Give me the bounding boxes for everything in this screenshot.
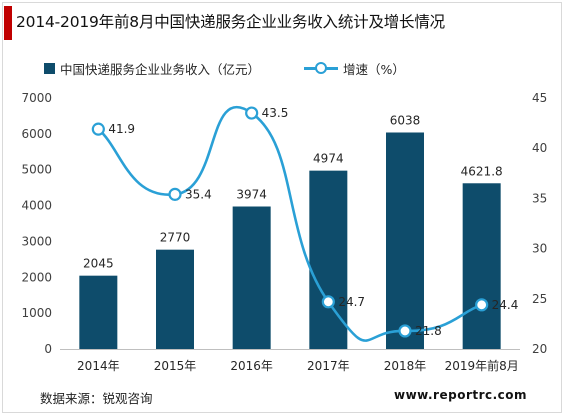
y-left-tick-label: 6000: [21, 127, 52, 141]
line-point: [91, 122, 105, 136]
x-tick-label: 2016年: [230, 359, 273, 373]
line-value-label: 24.4: [492, 298, 519, 312]
bar-value-label: 3974: [236, 188, 267, 202]
chart-legend: 中国快递服务企业业务收入（亿元） 增速（%）: [44, 59, 405, 77]
y-right-tick-label: 30: [532, 242, 547, 256]
chart-frame: [2, 2, 562, 413]
bar: [462, 183, 501, 349]
line-value-label: 41.9: [108, 122, 135, 136]
legend-line-label: 增速（%）: [343, 61, 405, 77]
line-point: [475, 298, 489, 312]
line-point: [245, 106, 259, 120]
bar: [309, 170, 348, 349]
growth-rate-line: [97, 105, 483, 342]
y-left-tick-label: 5000: [21, 163, 52, 177]
watermark: www.reportrc.com: [394, 388, 528, 402]
y-right-tick-label: 20: [532, 342, 547, 356]
bar: [386, 132, 424, 349]
line-value-label: 35.4: [185, 187, 212, 201]
y-right-tick-label: 25: [532, 292, 547, 306]
line-value-label: 24.7: [338, 295, 365, 309]
x-tick-label: 2019年前8月: [445, 358, 519, 373]
legend-bar-swatch: [44, 62, 55, 74]
line-value-label: 21.8: [415, 324, 442, 338]
line-point: [321, 295, 335, 309]
y-left-tick-label: 2000: [21, 270, 52, 284]
title-accent-bar: [4, 6, 12, 40]
bar: [156, 249, 194, 349]
legend-line-swatch: [304, 62, 339, 74]
y-left-tick-label: 4000: [21, 199, 52, 213]
line-point: [168, 187, 182, 201]
y-right-tick-label: 40: [532, 141, 547, 155]
y-left-tick-label: 1000: [21, 306, 52, 320]
x-tick-label: 2015年: [154, 359, 197, 373]
y-left-tick-label: 0: [44, 342, 52, 356]
bar-value-label: 4621.8: [461, 164, 503, 178]
x-tick-label: 2014年: [77, 359, 120, 373]
bar-value-label: 4974: [313, 152, 344, 166]
y-right-tick-label: 35: [532, 191, 547, 205]
line-value-label: 43.5: [262, 106, 289, 120]
x-tick-label: 2018年: [384, 359, 427, 373]
line-point: [398, 324, 412, 338]
bar: [232, 206, 271, 349]
bar-value-label: 2770: [160, 231, 191, 245]
bar-value-label: 6038: [390, 113, 421, 127]
y-left-tick-label: 7000: [21, 91, 52, 105]
bar: [79, 275, 118, 349]
legend-bar-label: 中国快递服务企业业务收入（亿元）: [60, 61, 261, 77]
bar-value-label: 2045: [83, 257, 114, 271]
page-title: 2014-2019年前8月中国快递服务企业业务收入统计及增长情况: [16, 13, 445, 31]
x-tick-label: 2017年: [307, 359, 350, 373]
source-note: 数据来源：锐观咨询: [40, 391, 153, 406]
y-left-tick-label: 3000: [21, 234, 52, 248]
y-right-tick-label: 45: [532, 91, 547, 105]
